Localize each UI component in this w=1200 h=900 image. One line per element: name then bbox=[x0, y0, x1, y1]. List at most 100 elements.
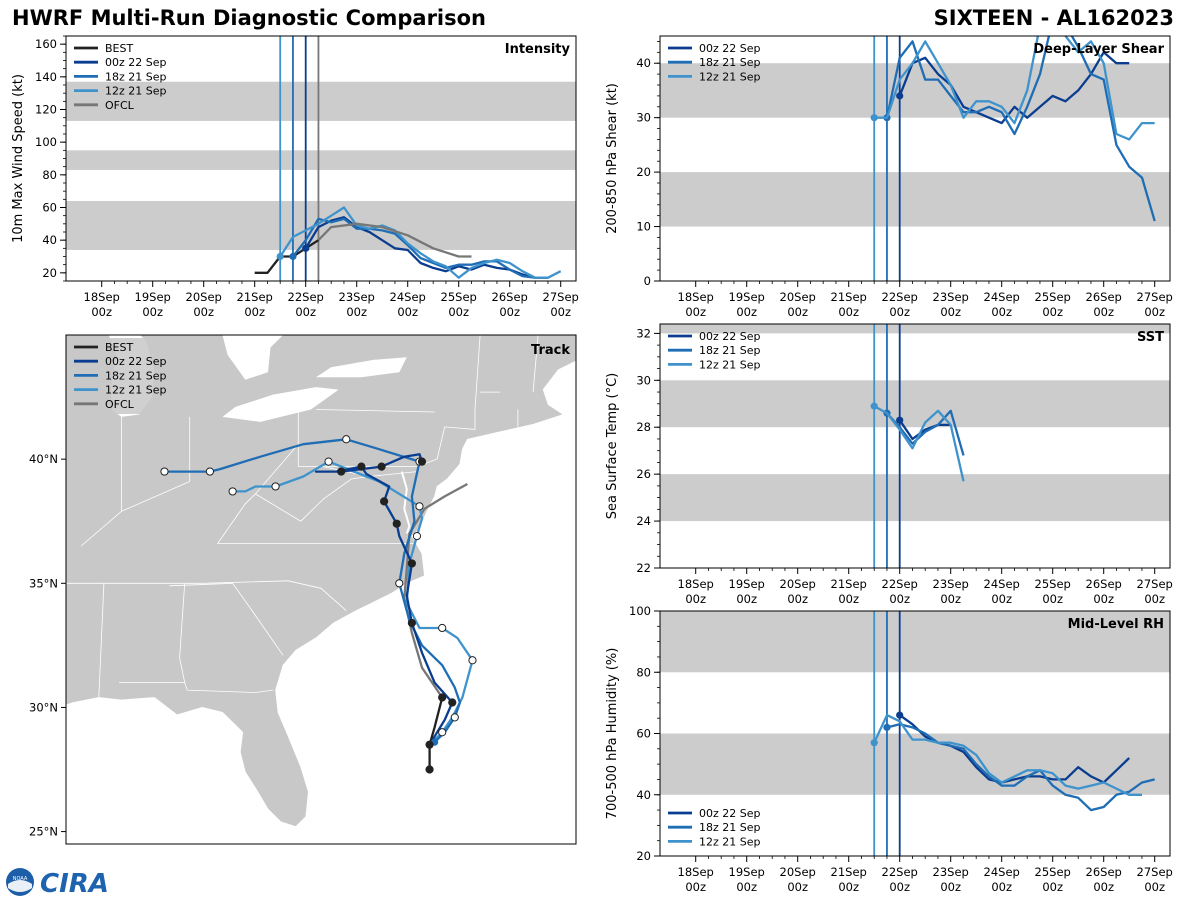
rh-x-tick-label-day: 22Sep bbox=[882, 865, 918, 879]
shear-x-tick-label-hour: 00z bbox=[1042, 305, 1063, 319]
shear-plot-area bbox=[660, 36, 1170, 281]
track-legend-label: BEST bbox=[105, 341, 133, 354]
rh-y-tick-label: 80 bbox=[636, 665, 651, 679]
shear-x-tick-label-day: 24Sep bbox=[984, 290, 1020, 304]
track-point bbox=[392, 519, 401, 528]
track-line bbox=[428, 697, 444, 770]
intensity-series-start-point bbox=[276, 252, 284, 261]
intensity-y-axis-label: 10m Max Wind Speed (kt) bbox=[11, 74, 26, 243]
track-point bbox=[425, 740, 434, 749]
intensity-y-tick-label: 140 bbox=[35, 70, 57, 84]
intensity-y-tick-label: 40 bbox=[42, 233, 57, 247]
track-point bbox=[417, 457, 427, 466]
sst-x-tick-label-hour: 00z bbox=[1144, 592, 1165, 606]
track-line bbox=[164, 438, 462, 744]
shear-legend-label: 18z 21 Sep bbox=[699, 56, 761, 69]
rh-y-tick-label: 20 bbox=[636, 849, 651, 863]
sst-x-tick-label-hour: 00z bbox=[1042, 592, 1063, 606]
sst-x-tick-label-day: 26Sep bbox=[1086, 577, 1122, 591]
sst-band bbox=[660, 324, 1170, 334]
rh-y-tick-label: 40 bbox=[636, 788, 651, 802]
rh-series-line bbox=[886, 723, 1155, 812]
intensity-x-tick-label-day: 26Sep bbox=[492, 290, 528, 304]
track-point bbox=[425, 765, 434, 774]
rh-x-tick-label-hour: 00z bbox=[685, 880, 706, 894]
track-legend-label: OFCL bbox=[105, 398, 135, 411]
rh-series-start-point bbox=[896, 711, 904, 719]
sst-x-tick-label-hour: 00z bbox=[991, 592, 1012, 606]
intensity-x-tick-label-day: 19Sep bbox=[135, 290, 171, 304]
intensity-y-tick-label: 80 bbox=[42, 168, 57, 182]
track-point bbox=[357, 462, 366, 471]
track-frame bbox=[65, 334, 577, 845]
sst-x-tick-label-hour: 00z bbox=[940, 592, 961, 606]
sst-y-tick-label: 32 bbox=[636, 326, 651, 340]
intensity-x-tick-label-hour: 00z bbox=[193, 305, 214, 319]
intensity-series-start-point bbox=[289, 252, 297, 261]
shear-x-tick-label-hour: 00z bbox=[685, 305, 706, 319]
track-legend-label: 00z 22 Sep bbox=[105, 355, 167, 368]
track-point bbox=[160, 467, 169, 476]
shear-series-line bbox=[874, 36, 1155, 141]
rh-x-tick-label-hour: 00z bbox=[1042, 880, 1063, 894]
track-point bbox=[324, 457, 333, 466]
track-line bbox=[403, 482, 468, 699]
sst-y-axis-label: Sea Surface Temp (°C) bbox=[605, 373, 620, 520]
shear-panel-title: Deep-Layer Shear bbox=[1033, 42, 1164, 57]
rh-x-tick-label-hour: 00z bbox=[736, 880, 757, 894]
track-map-area bbox=[66, 335, 576, 844]
sst-x-tick-label-day: 23Sep bbox=[933, 577, 969, 591]
intensity-x-tick-label-hour: 00z bbox=[448, 305, 469, 319]
intensity-y-tick-label: 60 bbox=[42, 201, 57, 215]
track-point bbox=[205, 467, 215, 476]
rh-band bbox=[660, 611, 1170, 673]
sst-series-line bbox=[898, 419, 951, 441]
intensity-panel: 20 40 60 80 100 120 140 160 10m Max Wind Speed (… bbox=[11, 35, 579, 319]
rh-y-tick-label: 100 bbox=[629, 604, 651, 618]
sst-series-start-point bbox=[870, 402, 878, 410]
track-panel-title: Track bbox=[531, 343, 570, 358]
shear-y-tick-label: 10 bbox=[636, 220, 651, 234]
intensity-x-tick-label-hour: 00z bbox=[244, 305, 265, 319]
shear-series-start-point bbox=[870, 114, 878, 122]
intensity-series-start-point bbox=[302, 244, 310, 252]
intensity-x-tick-label-hour: 00z bbox=[91, 305, 112, 319]
intensity-legend-label: BEST bbox=[105, 42, 133, 55]
intensity-legend-label: OFCL bbox=[105, 99, 135, 112]
shear-x-tick-label-day: 19Sep bbox=[729, 290, 765, 304]
sst-band bbox=[660, 380, 1170, 428]
sst-x-tick-label-day: 22Sep bbox=[882, 577, 918, 591]
rh-y-tick-label: 60 bbox=[636, 727, 651, 741]
track-point bbox=[380, 497, 389, 506]
noaa-badge-text: NOAA bbox=[13, 876, 28, 882]
intensity-panel-title: Intensity bbox=[505, 42, 571, 57]
rh-x-tick-label-day: 26Sep bbox=[1086, 865, 1122, 879]
shear-y-tick-label: 0 bbox=[644, 274, 651, 288]
intensity-x-tick-label-day: 22Sep bbox=[288, 290, 324, 304]
sst-y-tick-label: 26 bbox=[636, 467, 651, 481]
sst-x-tick-label-day: 20Sep bbox=[780, 577, 816, 591]
track-lat-label: 25°N bbox=[29, 825, 58, 839]
track-point bbox=[228, 487, 237, 496]
intensity-series-line bbox=[317, 222, 472, 258]
rh-legend-label: 00z 22 Sep bbox=[699, 807, 761, 820]
state-border bbox=[217, 443, 299, 544]
track-point bbox=[271, 482, 280, 491]
state-border bbox=[232, 583, 284, 656]
intensity-x-tick-label-day: 21Sep bbox=[237, 290, 273, 304]
rh-x-tick-label-day: 21Sep bbox=[831, 865, 867, 879]
sst-x-tick-label-day: 24Sep bbox=[984, 577, 1020, 591]
state-border bbox=[169, 582, 233, 587]
state-border bbox=[416, 335, 481, 467]
shear-legend-label: 12z 21 Sep bbox=[699, 70, 761, 83]
track-legend-label: 18z 21 Sep bbox=[105, 369, 167, 382]
state-border bbox=[202, 580, 347, 611]
state-border bbox=[98, 583, 105, 698]
rh-x-tick-label-hour: 00z bbox=[991, 880, 1012, 894]
rh-x-tick-label-hour: 00z bbox=[838, 880, 859, 894]
shear-frame bbox=[659, 35, 1171, 282]
shear-series-line bbox=[885, 36, 1156, 222]
sst-band bbox=[660, 474, 1170, 522]
